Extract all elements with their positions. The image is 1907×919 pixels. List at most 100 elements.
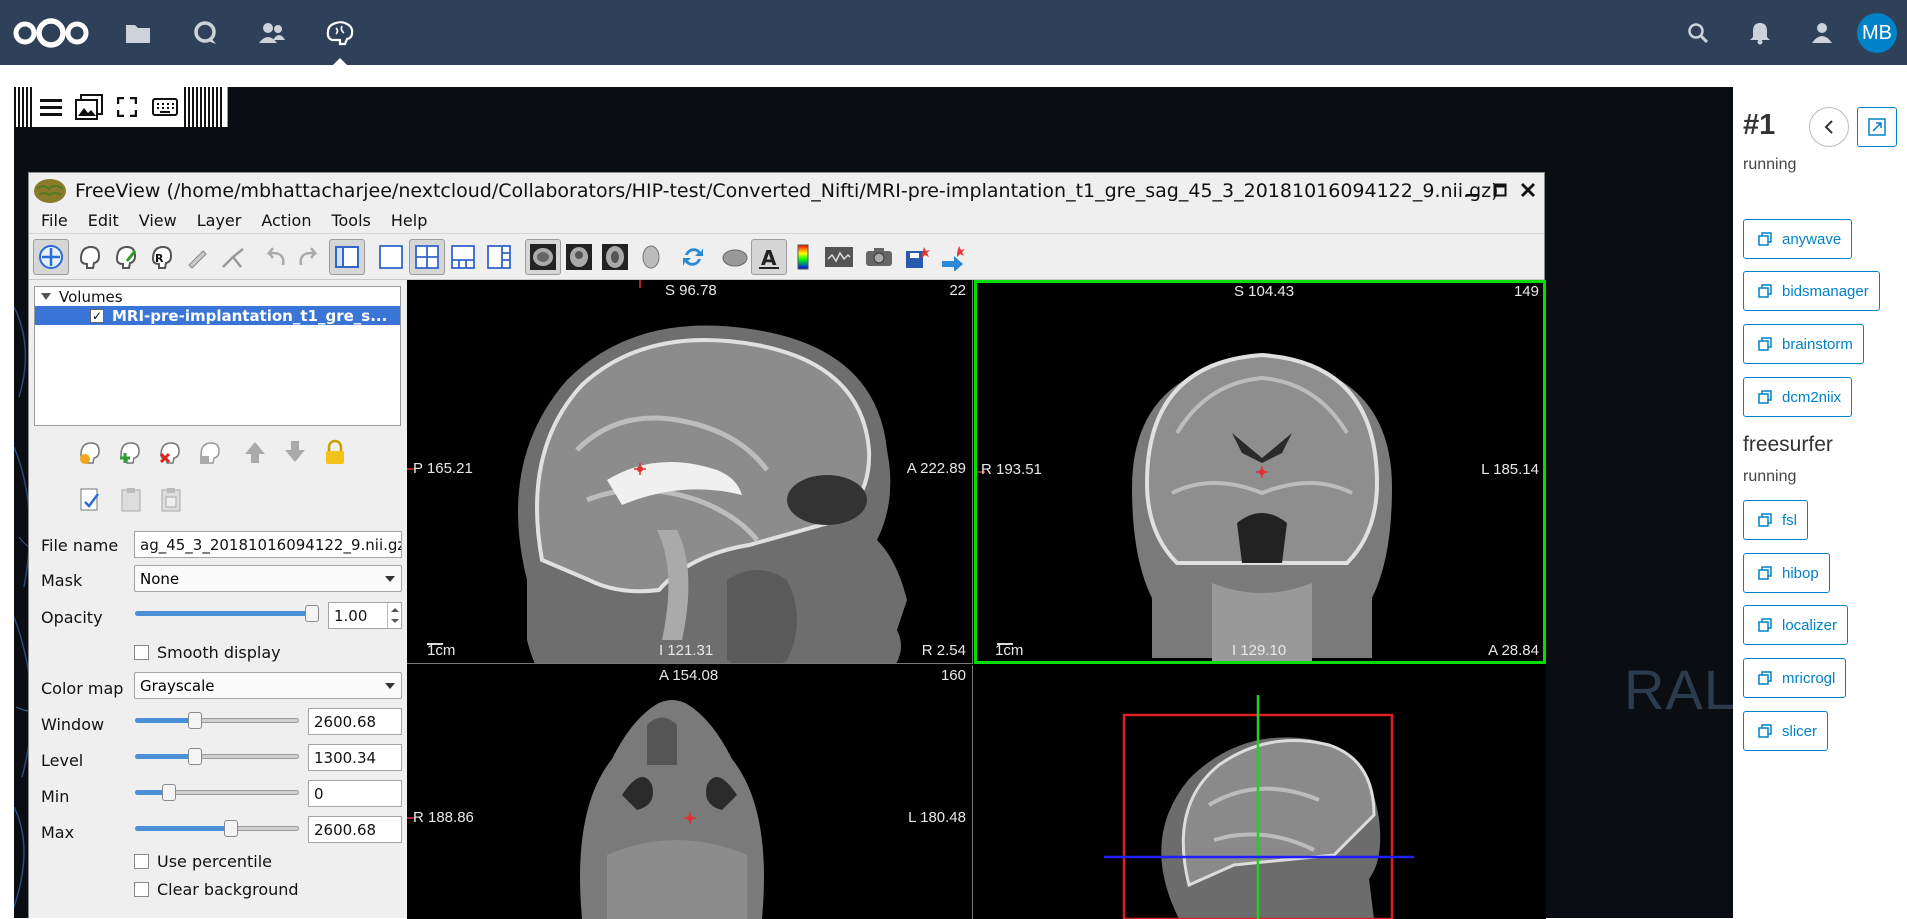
min-slider-handle[interactable] <box>162 784 176 801</box>
layer-visibility-checkbox[interactable]: ✓ <box>90 308 104 323</box>
clear-background-box[interactable] <box>134 882 149 897</box>
brain-app-icon[interactable] <box>325 18 355 65</box>
menu-file[interactable]: File <box>41 211 68 230</box>
show-surface-icon[interactable] <box>717 239 753 275</box>
app-button-mricrogl[interactable]: mricrogl <box>1743 658 1847 698</box>
goto-point-icon[interactable] <box>935 239 971 275</box>
level-slider[interactable] <box>135 748 299 765</box>
gallery-icon[interactable] <box>70 87 108 127</box>
menu-view[interactable]: View <box>138 211 177 230</box>
save-volume-icon[interactable] <box>195 436 227 468</box>
roi-edit-tool-icon[interactable]: R <box>143 239 179 275</box>
window-slider[interactable] <box>135 712 299 729</box>
main-view-coronal-icon[interactable] <box>561 239 597 275</box>
menu-icon[interactable] <box>32 87 70 127</box>
move-layer-up-icon[interactable] <box>239 436 271 468</box>
fullscreen-icon[interactable] <box>108 87 146 127</box>
mask-select[interactable]: None <box>134 565 402 592</box>
notifications-bell-icon[interactable] <box>1745 18 1775 48</box>
spinbox-arrows-icon[interactable] <box>387 603 401 628</box>
voxel-edit-tool-icon[interactable] <box>107 239 143 275</box>
maximize-icon[interactable] <box>1490 179 1510 201</box>
layout-1and3-vertical-icon[interactable] <box>481 239 517 275</box>
layout-1x1-icon[interactable] <box>373 239 409 275</box>
screenshot-camera-icon[interactable] <box>861 239 897 275</box>
toggle-control-panel-icon[interactable] <box>329 239 365 275</box>
layer-item-mri[interactable]: ✓ MRI-pre-implantation_t1_gre_s... <box>35 306 400 325</box>
max-slider[interactable] <box>135 820 299 837</box>
smooth-display-box[interactable] <box>134 645 149 660</box>
load-volume-icon[interactable] <box>115 436 147 468</box>
window-titlebar[interactable]: FreeView (/home/mbhattacharjee/nextcloud… <box>29 173 1544 208</box>
vnc-toolbar-grip-left[interactable] <box>14 87 32 127</box>
coronal-view[interactable]: S 104.43 149 R 193.51 L 185.14 I 129.10 … <box>974 280 1546 664</box>
level-field[interactable]: 1300.34 <box>308 744 402 771</box>
lock-layer-icon[interactable] <box>319 436 351 468</box>
menu-action[interactable]: Action <box>261 211 312 230</box>
main-view-3d-icon[interactable] <box>633 239 669 275</box>
min-slider[interactable] <box>135 784 299 801</box>
expand-arrow-icon[interactable] <box>41 292 51 301</box>
3d-view[interactable] <box>974 665 1546 919</box>
use-percentile-checkbox[interactable]: Use percentile <box>134 852 272 871</box>
max-slider-handle[interactable] <box>224 820 238 837</box>
app-button-bidsmanager[interactable]: bidsmanager <box>1743 271 1880 311</box>
contacts-icon[interactable] <box>257 18 287 48</box>
layout-1and3-icon[interactable] <box>445 239 481 275</box>
app-button-slicer[interactable]: slicer <box>1743 711 1829 751</box>
app-button-brainstorm[interactable]: brainstorm <box>1743 324 1864 364</box>
copy-icon[interactable] <box>115 484 147 516</box>
level-slider-handle[interactable] <box>188 748 202 765</box>
show-info-icon[interactable] <box>75 484 107 516</box>
color-map-select[interactable]: Grayscale <box>134 672 402 699</box>
info-panel-icon[interactable] <box>821 239 857 275</box>
file-name-field[interactable]: ag_45_3_20181016094122_9.nii.gz <box>134 531 402 558</box>
sagittal-view[interactable]: S 96.78 22 P 165.21 A 222.89 I 121.31 R … <box>407 280 973 664</box>
undo-icon[interactable] <box>257 239 293 275</box>
vnc-toolbar-grip-right[interactable] <box>184 87 222 127</box>
main-view-sagittal-icon[interactable] <box>525 239 561 275</box>
keyboard-icon[interactable] <box>146 87 184 127</box>
files-icon[interactable] <box>123 18 153 48</box>
user-avatar[interactable]: MB <box>1857 13 1897 53</box>
contacts-menu-icon[interactable] <box>1807 18 1837 48</box>
redo-icon[interactable] <box>291 239 327 275</box>
app-button-localizer[interactable]: localizer <box>1743 605 1849 645</box>
toggle-annotation-text-icon[interactable]: A <box>751 239 787 275</box>
nextcloud-logo-icon[interactable] <box>12 18 90 48</box>
new-volume-icon[interactable] <box>75 436 107 468</box>
opacity-slider[interactable] <box>135 605 319 622</box>
use-percentile-box[interactable] <box>134 854 149 869</box>
max-field[interactable]: 2600.68 <box>308 816 402 843</box>
app-button-anywave[interactable]: anywave <box>1743 219 1853 259</box>
layer-tree[interactable]: Volumes ✓ MRI-pre-implantation_t1_gre_s.… <box>34 286 401 426</box>
recon-edit-tool-icon[interactable] <box>71 239 107 275</box>
menu-tools[interactable]: Tools <box>331 211 371 230</box>
open-new-window-button[interactable] <box>1857 107 1897 147</box>
close-icon[interactable] <box>1518 179 1538 201</box>
axial-view[interactable]: A 154.08 160 R 188.86 L 180.48 <box>407 665 973 919</box>
paste-icon[interactable] <box>155 484 187 516</box>
talk-icon[interactable] <box>190 18 220 48</box>
min-field[interactable]: 0 <box>308 780 402 807</box>
back-button[interactable] <box>1809 107 1849 147</box>
close-volume-icon[interactable] <box>155 436 187 468</box>
save-point-icon[interactable] <box>899 239 935 275</box>
search-icon[interactable] <box>1683 18 1713 48</box>
app-button-hibop[interactable]: hibop <box>1743 553 1830 593</box>
color-bar-icon[interactable] <box>785 239 821 275</box>
menu-layer[interactable]: Layer <box>196 211 242 230</box>
window-field[interactable]: 2600.68 <box>308 708 402 735</box>
menu-edit[interactable]: Edit <box>87 211 119 230</box>
clear-background-checkbox[interactable]: Clear background <box>134 880 299 899</box>
layout-2x2-icon[interactable] <box>409 239 445 275</box>
app-button-fsl[interactable]: fsl <box>1743 500 1808 540</box>
opacity-slider-handle[interactable] <box>305 605 319 622</box>
minimize-icon[interactable] <box>1462 179 1482 201</box>
reset-view-icon[interactable] <box>675 239 711 275</box>
move-layer-down-icon[interactable] <box>279 436 311 468</box>
opacity-spinbox[interactable]: 1.00 <box>328 602 402 629</box>
navigate-tool-icon[interactable] <box>33 239 69 275</box>
smooth-display-checkbox[interactable]: Smooth display <box>134 643 281 662</box>
window-slider-handle[interactable] <box>188 712 202 729</box>
